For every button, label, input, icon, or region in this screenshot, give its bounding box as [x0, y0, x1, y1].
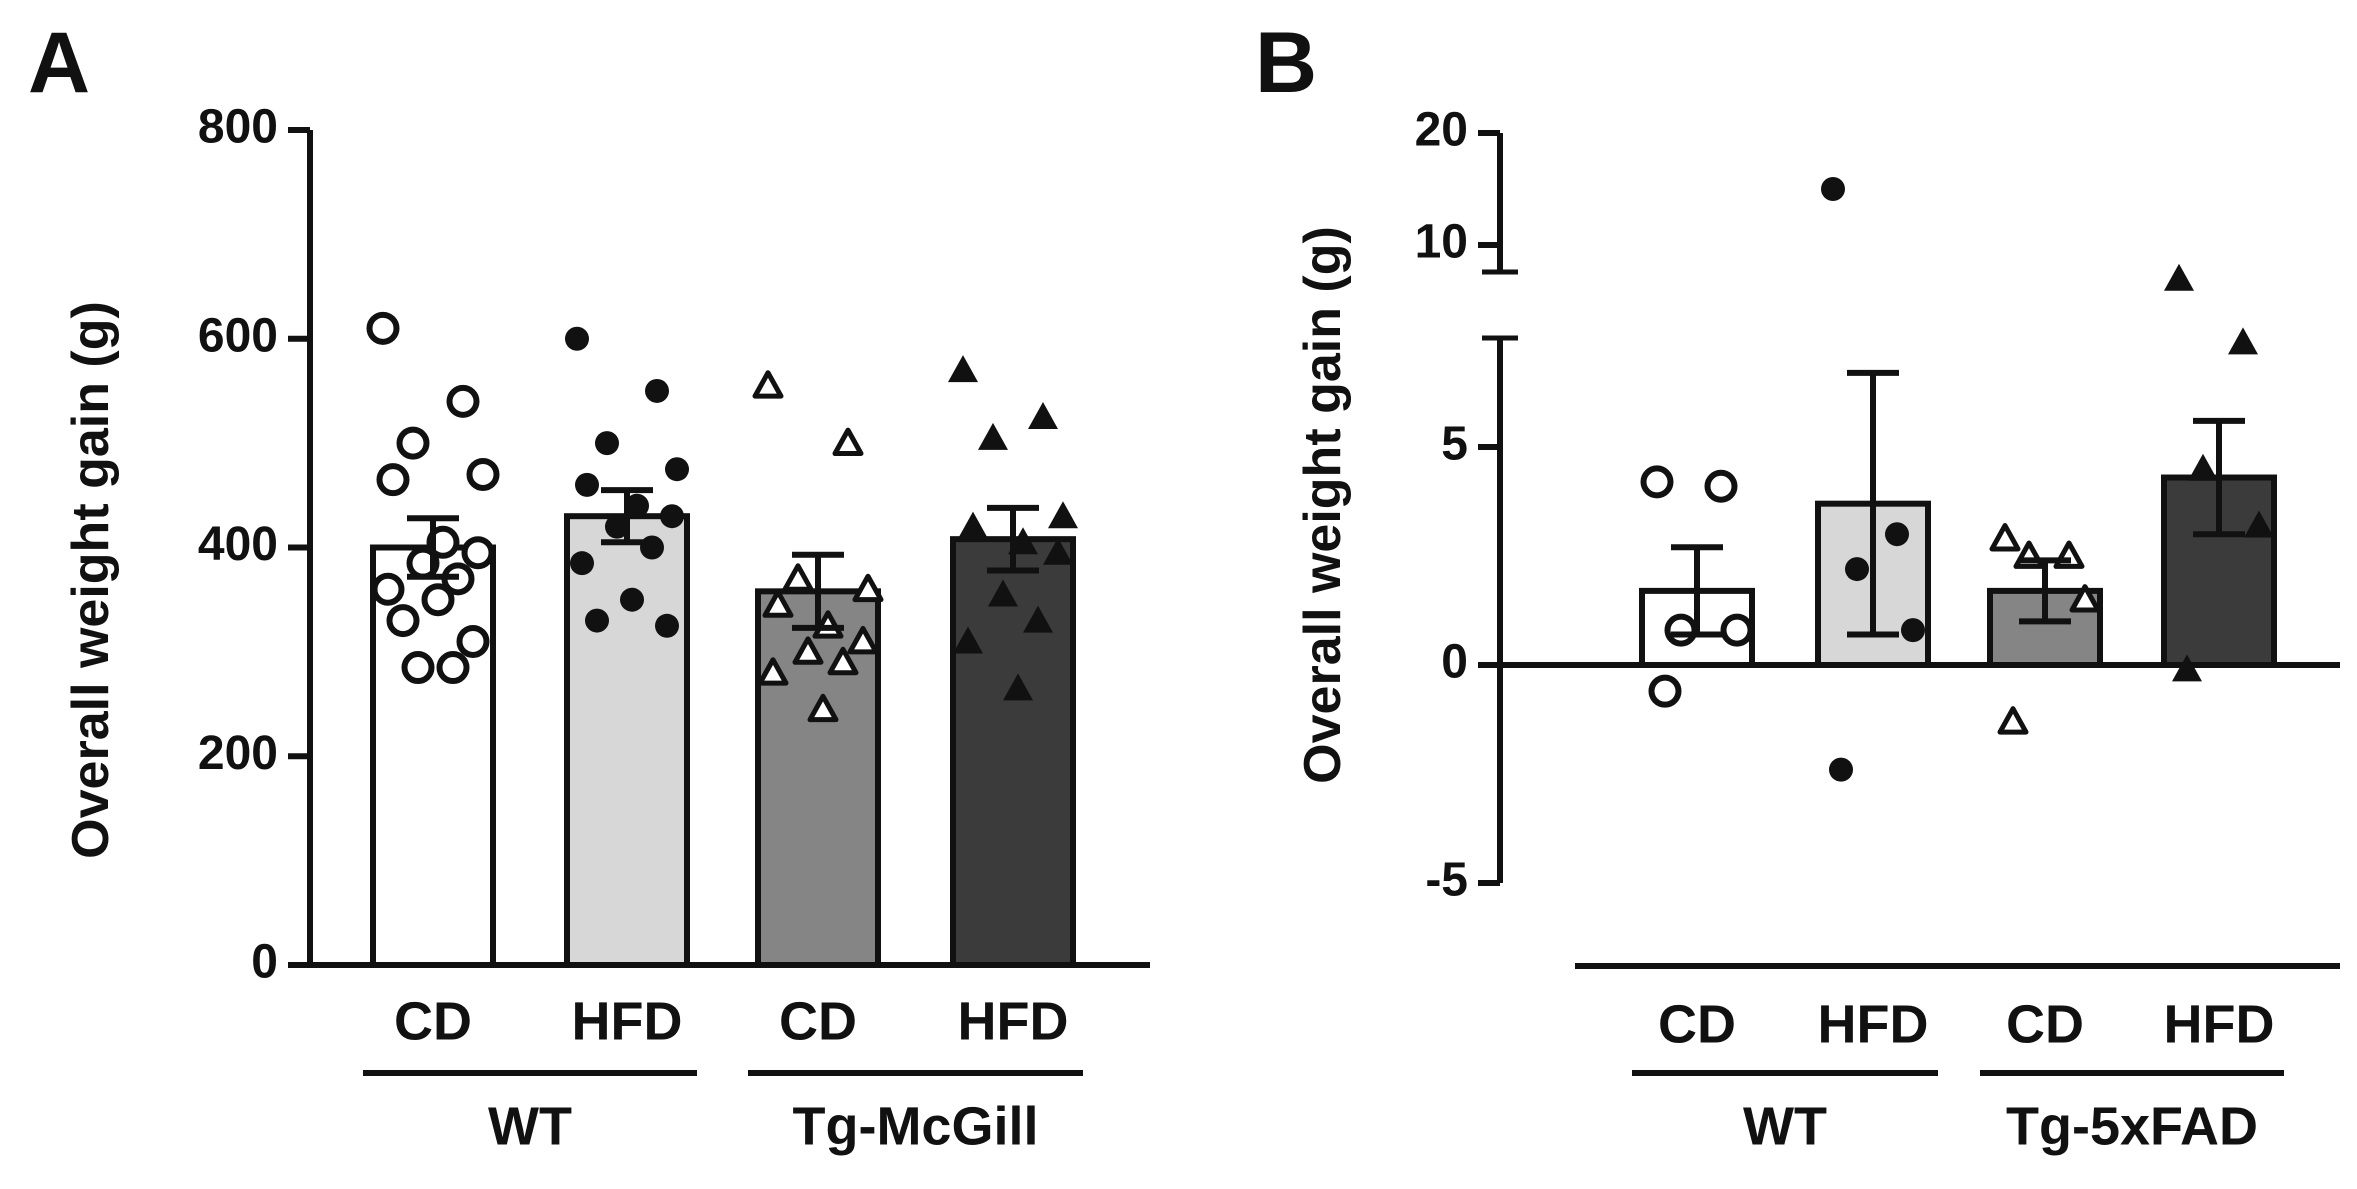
panel-a-letter: A: [28, 15, 90, 111]
panel-b-data-point: [1640, 465, 1674, 499]
panel-b-data-point: [2164, 263, 2194, 291]
panel-b-data-point: [1821, 177, 1845, 201]
panel-a-y-tick-label: 400: [198, 518, 278, 571]
panel-b-data-point: [2228, 327, 2258, 355]
panel-b-data-point: [1720, 613, 1754, 647]
panel-b-y-axis-label: Overall weight gain (g): [1294, 226, 1352, 784]
panel-b-y-tick-label: 20: [1415, 104, 1468, 157]
panel-b-y-tick-label: 10: [1415, 216, 1468, 269]
panel-a-data-point: [371, 572, 405, 606]
panel-a-data-point: [461, 536, 495, 570]
panel-a-data-point: [466, 457, 500, 491]
panel-b-data-point: [1845, 557, 1869, 582]
panel-a-data-point: [827, 646, 859, 676]
panel-a-data-point: [401, 651, 435, 685]
panel-a-data-point: [782, 563, 814, 592]
panel-b-y-tick-label: 5: [1441, 418, 1468, 471]
panel-a-data-point: [585, 608, 609, 633]
panel-a-data-point: [376, 463, 410, 497]
panel-a-data-point: [575, 472, 599, 497]
panel-a-data-point: [1048, 501, 1078, 529]
panel-a-data-point: [1023, 605, 1053, 633]
panel-a-data-point: [446, 384, 480, 418]
panel-a-data-point: [595, 431, 619, 456]
panel-a-bar: [370, 544, 496, 968]
panel-a-data-point: [958, 511, 988, 539]
panel-b-group-label: Tg-5xFAD: [2006, 1096, 2258, 1156]
panel-b-x-category-label: CD: [2006, 994, 2084, 1054]
panel-a-data-point: [456, 624, 490, 658]
panel-a-x-category-label: CD: [779, 991, 857, 1051]
panel-a-group-label: Tg-McGill: [793, 1096, 1039, 1156]
panel-b-y-tick-label: -5: [1425, 854, 1468, 907]
panel-b-data-point: [1648, 674, 1682, 708]
panel-a-data-point: [1003, 673, 1033, 701]
panel-b-data-point: [2172, 654, 2202, 682]
panel-b-data-point: [1989, 523, 2021, 552]
panel-a-x-category-label: CD: [394, 991, 472, 1051]
panel-a-data-point: [832, 427, 864, 457]
panel-a-bar: [950, 536, 1076, 969]
panel-a-data-point: [665, 457, 689, 482]
panel-a-data-point: [660, 504, 684, 529]
panel-a-data-point: [757, 657, 789, 686]
panel-a-data-point: [655, 613, 679, 638]
panel-b-data-point: [1901, 618, 1925, 643]
panel-b-x-category-label: HFD: [2164, 994, 2275, 1054]
panel-b-group-label: WT: [1743, 1096, 1827, 1156]
panel-a-data-point: [620, 587, 644, 612]
panel-a-data-point: [847, 625, 879, 655]
panel-a-data-point: [752, 370, 784, 399]
panel-a-data-point: [605, 514, 629, 539]
panel-b-data-point: [2188, 453, 2218, 481]
panel-a-data-point: [366, 311, 400, 345]
panel-a-data-point: [625, 493, 649, 518]
panel-a-data-point: [1043, 537, 1073, 565]
panel-a-group-label: WT: [488, 1096, 572, 1156]
panel-b-y-tick-label: 0: [1441, 636, 1468, 689]
panel-a-data-point: [1028, 402, 1058, 430]
panel-b-data-point: [1885, 522, 1909, 547]
panel-a-y-tick-label: 800: [198, 101, 278, 154]
panel-a-x-category-label: HFD: [958, 991, 1069, 1051]
panel-b-data-point: [1997, 706, 2029, 735]
panel-a-data-point: [426, 525, 460, 559]
panel-a-data-point: [386, 604, 420, 638]
panel-b-data-point: [1704, 469, 1738, 503]
panel-a-data-point: [948, 355, 978, 383]
panel-a-data-point: [807, 693, 839, 723]
panel-a-x-category-label: HFD: [572, 991, 683, 1051]
panel-a-bar: [564, 513, 690, 968]
panel-b-chart: -5 0 5 10 20 CD HFD CD HFD WT Tg-5xFAD: [1415, 104, 2340, 1156]
panel-b-data-point: [2244, 510, 2274, 538]
panel-b-x-category-label: CD: [1658, 994, 1736, 1054]
panel-a-data-point: [988, 579, 1018, 607]
panel-b-data-point: [1664, 613, 1698, 647]
panel-a-y-axis-label: Overall weight gain (g): [62, 301, 120, 859]
panel-a-data-point: [396, 426, 430, 460]
panel-a-data-point: [640, 535, 664, 560]
panel-a-data-point: [436, 651, 470, 685]
panel-b-x-category-label: HFD: [1818, 994, 1929, 1054]
panel-a-data-point: [792, 636, 824, 665]
panel-a-y-tick-label: 600: [198, 309, 278, 362]
panel-b-data-point: [2069, 584, 2101, 613]
panel-a-data-point: [978, 422, 1008, 450]
panel-b-letter: B: [1255, 15, 1317, 111]
panel-a-data-point: [570, 551, 594, 576]
panel-b-data-point: [1829, 757, 1853, 782]
panel-a-data-point: [852, 573, 884, 603]
panel-a-y-tick-label: 200: [198, 727, 278, 780]
panel-a-data-point: [953, 626, 983, 654]
panel-a-y-tick-label: 0: [251, 936, 278, 989]
panel-a-data-point: [645, 378, 669, 403]
panel-a-data-point: [762, 589, 794, 618]
panel-a-data-point: [565, 326, 589, 351]
panel-a-data-point: [421, 583, 455, 617]
